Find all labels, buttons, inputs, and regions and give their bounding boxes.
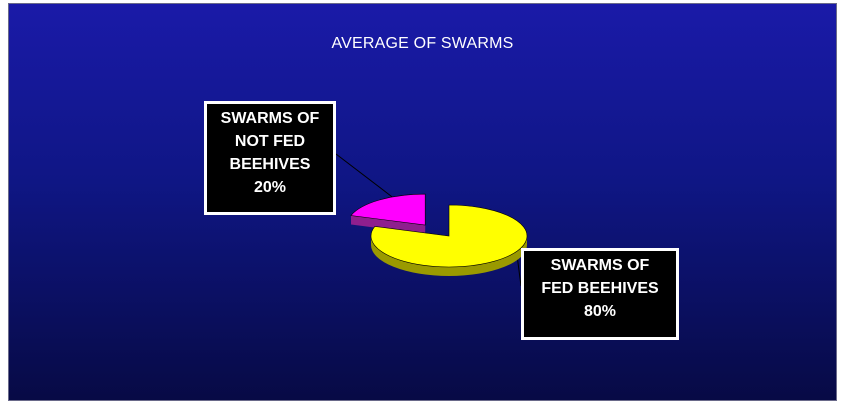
pie-slice-0 xyxy=(370,204,528,268)
label-line: 80% xyxy=(583,303,617,320)
slice-label-fed: SWARMS OF FED BEEHIVES 80% xyxy=(521,248,679,340)
chart-title: AVERAGE OF SWARMS xyxy=(331,35,514,52)
slice-label-not-fed: SWARMS OF NOT FED BEEHIVES 20% xyxy=(204,101,336,215)
label-line: SWARMS OF xyxy=(220,110,320,127)
label-line: 20% xyxy=(253,179,287,196)
slice-edge-1-0 xyxy=(351,215,426,235)
pie-chart xyxy=(350,193,528,276)
label-line: SWARMS OF xyxy=(550,257,650,274)
slice-side-0 xyxy=(371,236,527,276)
label-line: FED BEEHIVES xyxy=(541,280,659,297)
pie-plot xyxy=(335,153,528,287)
leader-line-1 xyxy=(335,153,393,198)
chart-area: AVERAGE OF SWARMS SWARMS OF NOT FED BEEH… xyxy=(8,3,837,401)
pie-slice-1 xyxy=(350,193,426,226)
label-line: NOT FED xyxy=(234,133,306,150)
label-line: BEEHIVES xyxy=(229,156,311,173)
